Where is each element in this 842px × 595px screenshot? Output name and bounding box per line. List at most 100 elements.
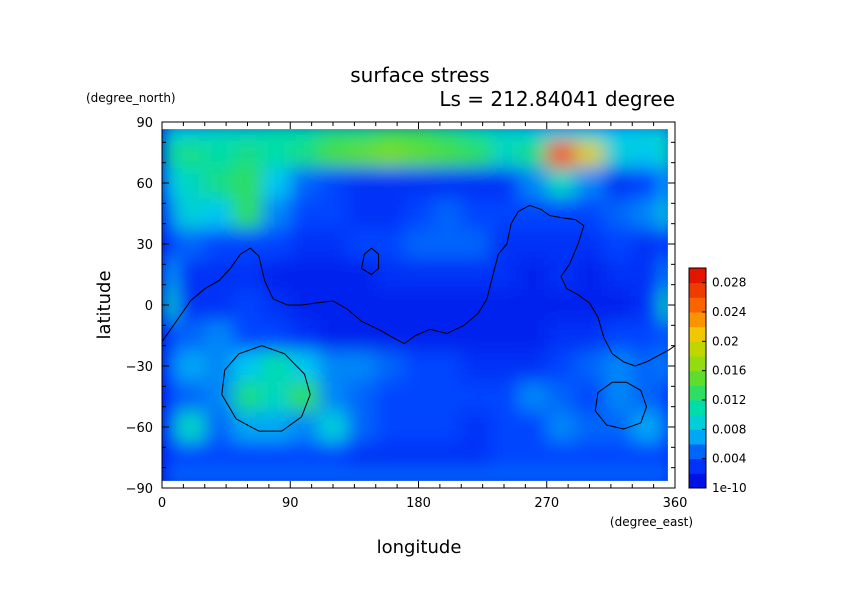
x-tick-label: 90	[282, 496, 299, 511]
heatmap-cell	[575, 350, 605, 382]
heatmap-cell	[261, 381, 291, 413]
heatmap-cell	[261, 167, 291, 199]
heatmap-cell	[546, 411, 576, 443]
heatmap-cell	[461, 442, 491, 470]
heatmap-cell	[261, 289, 291, 321]
x-tick-label: 360	[663, 496, 688, 511]
x-axis-label: longitude	[377, 537, 462, 558]
heatmap-cell	[489, 411, 519, 443]
heatmap-cell	[461, 259, 491, 291]
heatmap-cell	[489, 259, 519, 291]
heatmap-cell	[489, 350, 519, 382]
heatmap-cell	[318, 411, 348, 443]
heatmap-cell	[432, 381, 462, 413]
heatmap-cell	[632, 167, 662, 199]
heatmap-cell	[176, 442, 206, 470]
heatmap-cell	[318, 381, 348, 413]
heatmap-cell	[233, 350, 263, 382]
heatmap-cell	[162, 259, 177, 291]
heatmap-cell	[375, 411, 405, 443]
heatmap-cell	[603, 259, 633, 291]
heatmap-cell	[204, 442, 234, 470]
heatmap-cell	[404, 442, 434, 470]
heatmap-cell	[432, 350, 462, 382]
plot-area	[161, 121, 676, 489]
heatmap-cell	[233, 320, 263, 352]
heatmap-cell	[290, 228, 320, 260]
x-tick-label: 0	[158, 496, 166, 511]
heatmap-cell	[546, 259, 576, 291]
chart-title: surface stress	[350, 63, 489, 87]
heatmap-cell	[603, 350, 633, 382]
heatmap-cell	[176, 411, 206, 443]
heatmap-cell	[375, 259, 405, 291]
heatmap-cell	[347, 141, 377, 169]
heatmap-cell	[461, 198, 491, 230]
colorbar-band	[689, 282, 706, 298]
colorbar-band	[689, 385, 706, 401]
contour-line	[162, 204, 675, 367]
colorbar-band	[689, 297, 706, 313]
y-tick-label: 0	[145, 299, 153, 314]
colorbar-tick-label: 0.008	[712, 422, 746, 436]
heatmap-cell	[347, 411, 377, 443]
heatmap-cell	[204, 350, 234, 382]
heatmap-cell	[162, 167, 177, 199]
colorbar-band	[689, 312, 706, 328]
heatmap-cell	[489, 228, 519, 260]
heatmap-cell	[347, 381, 377, 413]
heatmap-field	[162, 122, 675, 488]
colorbar-tick-label: 0.004	[712, 452, 746, 466]
y-tick-label: 90	[136, 116, 153, 131]
colorbar-tick-label: 0.024	[712, 305, 746, 319]
heatmap-cell	[375, 442, 405, 470]
heatmap-cell	[404, 411, 434, 443]
heatmap-cell	[432, 228, 462, 260]
heatmap-cell	[290, 442, 320, 470]
heatmap-cell	[261, 320, 291, 352]
heatmap-cell	[632, 442, 662, 470]
chart-subtitle: Ls = 212.84041 degree	[439, 87, 675, 111]
colorbar: 1e-10 0.004 0.008 0.012 0.016 0.02 0.024 0.028	[688, 267, 747, 495]
heatmap-cell	[347, 289, 377, 321]
heatmap-cell	[632, 141, 662, 169]
y-unit-label: (degree_north)	[86, 91, 176, 105]
heatmap-cell	[347, 320, 377, 352]
y-tick-label: 30	[136, 238, 153, 253]
colorbar-frame	[688, 267, 707, 489]
heatmap-cell	[347, 228, 377, 260]
heatmap-cell	[489, 442, 519, 470]
heatmap-cell	[375, 141, 405, 169]
heatmap-cell	[632, 381, 662, 413]
heatmap-cell	[489, 381, 519, 413]
heatmap-cell	[162, 320, 177, 352]
heatmap-cell	[318, 442, 348, 470]
heatmap-cell	[461, 289, 491, 321]
heatmap-cell	[632, 198, 662, 230]
heatmap-cell	[233, 167, 263, 199]
heatmap-cell	[162, 442, 177, 470]
heatmap-cell	[318, 320, 348, 352]
colorbar-tick-label: 0.028	[712, 276, 746, 290]
heatmap-cell	[290, 259, 320, 291]
heatmap-cell	[546, 198, 576, 230]
heatmap-cell	[432, 411, 462, 443]
heatmap-cell	[461, 167, 491, 199]
heatmap-cell	[261, 411, 291, 443]
heatmap-cell	[290, 411, 320, 443]
heatmap-cell	[518, 141, 548, 169]
heatmap-cell	[347, 442, 377, 470]
heatmap-cell	[518, 442, 548, 470]
heatmap-cell	[162, 289, 177, 321]
colorbar-band	[689, 326, 706, 342]
heatmap-cell	[318, 141, 348, 169]
contour-line	[221, 345, 311, 432]
heatmap-cell	[518, 259, 548, 291]
colorbar-band	[689, 473, 706, 489]
colorbar-tick-label: 1e-10	[712, 481, 747, 495]
heatmap-cell	[375, 350, 405, 382]
heatmap-cell	[347, 198, 377, 230]
heatmap-cell	[176, 381, 206, 413]
x-unit-label: (degree_east)	[610, 515, 693, 529]
